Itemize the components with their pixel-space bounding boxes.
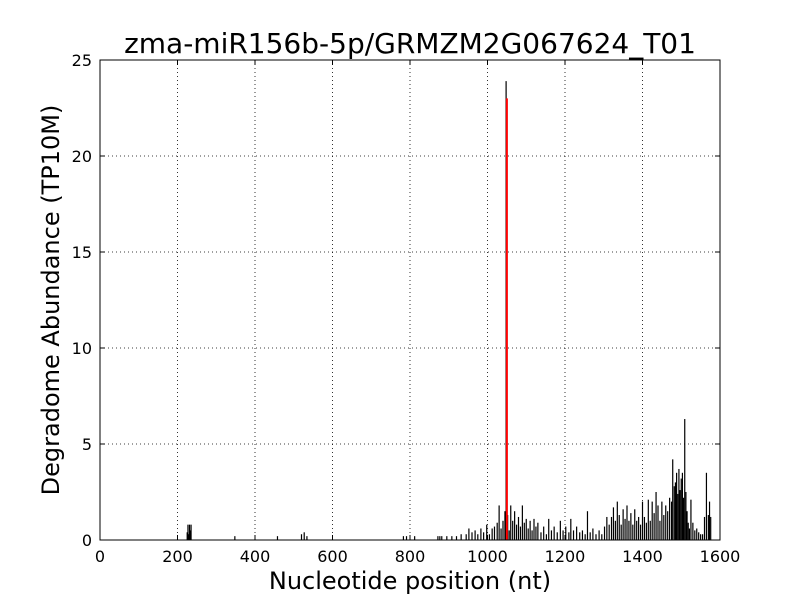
y-tick-label: 0 (82, 531, 92, 550)
x-tick-label: 1600 (700, 547, 741, 566)
x-tick-label: 600 (317, 547, 348, 566)
y-tick-label: 5 (82, 435, 92, 454)
abundance-bars (186, 81, 712, 540)
x-tick-label: 1200 (545, 547, 586, 566)
axis-ticks: 0 200 400 600 800 1000 1200 1400 1600 0 5 10 15 20 25 (72, 51, 741, 566)
x-tick-label: 800 (395, 547, 426, 566)
chart-title: zma-miR156b-5p/GRMZM2G067624_T01 (124, 27, 696, 60)
grid-lines (99, 59, 721, 541)
x-tick-label: 0 (95, 547, 105, 566)
x-axis-label: Nucleotide position (nt) (269, 567, 551, 595)
x-tick-label: 400 (240, 547, 271, 566)
x-tick-label: 1000 (467, 547, 508, 566)
y-tick-label: 25 (72, 51, 92, 70)
x-tick-label: 1400 (622, 547, 663, 566)
x-tick-label: 200 (162, 547, 193, 566)
y-tick-label: 20 (72, 147, 92, 166)
y-axis-label: Degradome Abundance (TP10M) (37, 105, 65, 496)
y-tick-label: 10 (72, 339, 92, 358)
y-tick-label: 15 (72, 243, 92, 262)
